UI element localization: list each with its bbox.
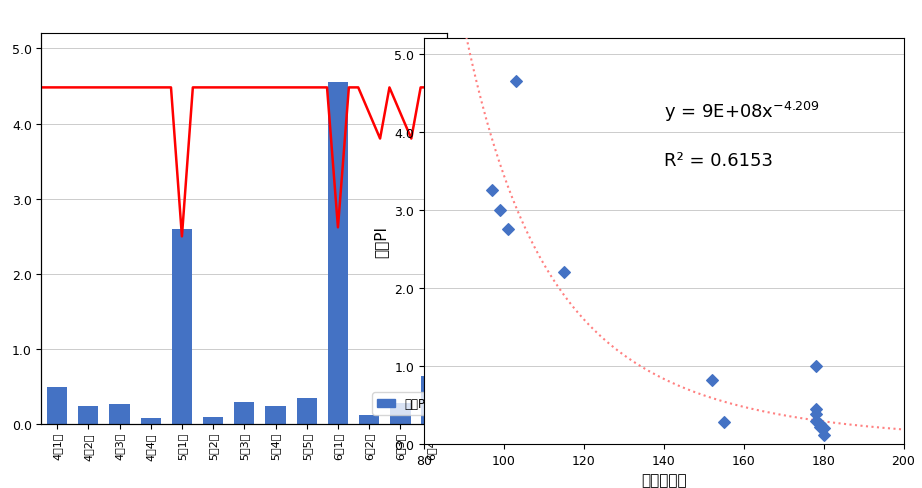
Point: [816, 431, 831, 439]
Bar: [47, 387, 67, 425]
Bar: [203, 417, 223, 425]
Point: [812, 423, 827, 431]
Point: [501, 226, 515, 234]
Point: [809, 362, 823, 370]
Point: [809, 405, 823, 413]
Point: [704, 376, 719, 384]
Bar: [140, 419, 160, 425]
Point: [809, 410, 823, 418]
Bar: [234, 402, 254, 425]
Point: [716, 418, 731, 426]
Bar: [78, 406, 99, 425]
Bar: [328, 83, 349, 425]
Point: [485, 187, 500, 195]
Point: [816, 425, 831, 432]
Point: [809, 417, 823, 425]
Point: [812, 421, 827, 428]
Bar: [110, 404, 130, 425]
Point: [509, 78, 524, 86]
Bar: [390, 404, 410, 425]
Bar: [421, 376, 442, 425]
Bar: [266, 406, 286, 425]
Bar: [359, 416, 379, 425]
Point: [492, 206, 507, 214]
Bar: [297, 398, 317, 425]
X-axis label: 週平均売価: 週平均売価: [641, 472, 687, 488]
Text: y = 9E+08x$^{-4.209}$: y = 9E+08x$^{-4.209}$: [664, 100, 820, 124]
Point: [557, 269, 572, 277]
Legend: 点数PI: 点数PI: [372, 392, 433, 415]
Bar: [171, 229, 192, 425]
Text: R² = 0.6153: R² = 0.6153: [664, 152, 773, 169]
Y-axis label: 点数PI: 点数PI: [373, 225, 389, 258]
